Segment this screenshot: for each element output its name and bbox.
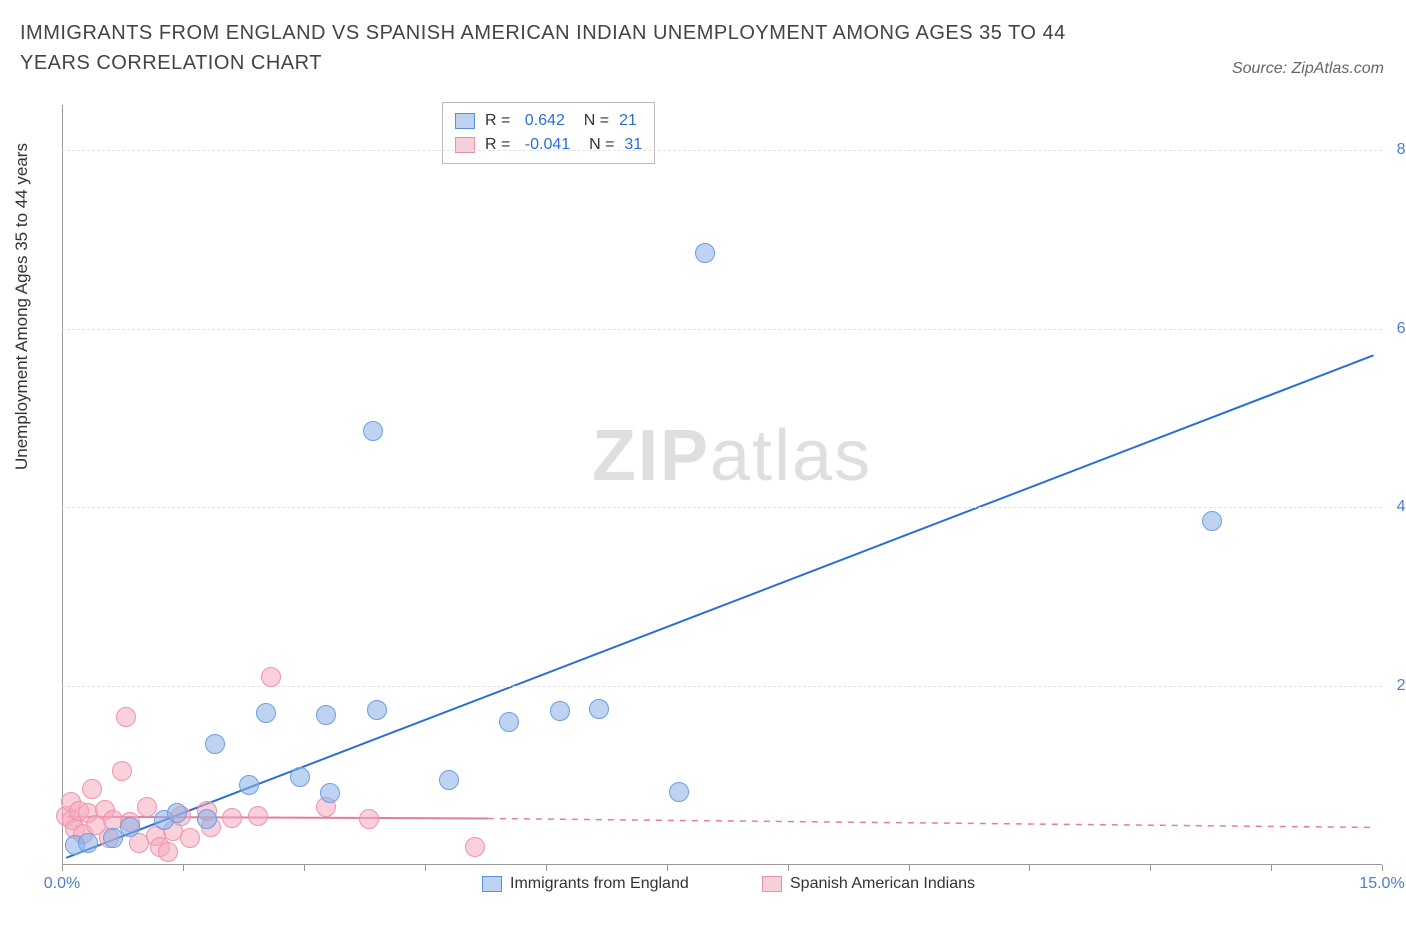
x-tick (788, 865, 789, 871)
x-tick (1382, 865, 1383, 871)
data-point (1202, 511, 1222, 531)
x-axis-line (62, 864, 1382, 865)
y-tick-label: 20.0% (1397, 677, 1406, 695)
gridline (62, 150, 1382, 151)
data-point (363, 421, 383, 441)
data-point (112, 761, 132, 781)
data-point (589, 699, 609, 719)
x-tick (425, 865, 426, 871)
legend-bottom-pink: Spanish American Indians (762, 875, 975, 893)
swatch-blue-icon (455, 113, 475, 129)
data-point (320, 783, 340, 803)
x-tick (667, 865, 668, 871)
x-tick (546, 865, 547, 871)
x-tick (183, 865, 184, 871)
x-tick (62, 865, 63, 871)
data-point (261, 667, 281, 687)
data-point (120, 817, 140, 837)
data-point (82, 779, 102, 799)
data-point (205, 734, 225, 754)
data-point (180, 828, 200, 848)
y-axis-line (62, 105, 63, 865)
legend-stats-box: R = 0.642 N =21 R = -0.041 N =31 (442, 102, 655, 164)
x-tick-label: 15.0% (1359, 875, 1404, 893)
data-point (78, 833, 98, 853)
data-point (290, 767, 310, 787)
x-tick (1150, 865, 1151, 871)
gridline (62, 329, 1382, 330)
data-point (499, 712, 519, 732)
data-point (222, 808, 242, 828)
data-point (316, 705, 336, 725)
legend-stats-row-pink: R = -0.041 N =31 (455, 133, 642, 157)
data-point (695, 243, 715, 263)
gridline (62, 507, 1382, 508)
x-tick (1029, 865, 1030, 871)
y-axis-label: Unemployment Among Ages 35 to 44 years (12, 143, 32, 470)
swatch-pink-icon (762, 876, 782, 892)
data-point (669, 782, 689, 802)
data-point (256, 703, 276, 723)
legend-stats-row-blue: R = 0.642 N =21 (455, 109, 642, 133)
chart-title: IMMIGRANTS FROM ENGLAND VS SPANISH AMERI… (20, 18, 1120, 78)
data-point (465, 837, 485, 857)
x-tick-label: 0.0% (44, 875, 80, 893)
data-point (197, 809, 217, 829)
data-point (158, 842, 178, 862)
x-tick (909, 865, 910, 871)
data-point (439, 770, 459, 790)
legend-bottom-blue: Immigrants from England (482, 875, 689, 893)
swatch-blue-icon (482, 876, 502, 892)
data-point (367, 700, 387, 720)
chart-source: Source: ZipAtlas.com (1232, 60, 1384, 78)
chart-plot-area: ZIPatlas R = 0.642 N =21 R = -0.041 N =3… (62, 105, 1382, 865)
watermark: ZIPatlas (592, 415, 872, 497)
data-point (239, 775, 259, 795)
data-point (248, 806, 268, 826)
data-point (116, 707, 136, 727)
y-tick-label: 40.0% (1397, 498, 1406, 516)
data-point (359, 809, 379, 829)
y-tick-label: 80.0% (1397, 141, 1406, 159)
gridline (62, 686, 1382, 687)
y-tick-label: 60.0% (1397, 320, 1406, 338)
x-tick (304, 865, 305, 871)
x-tick (1271, 865, 1272, 871)
data-point (550, 701, 570, 721)
data-point (167, 803, 187, 823)
data-point (137, 797, 157, 817)
